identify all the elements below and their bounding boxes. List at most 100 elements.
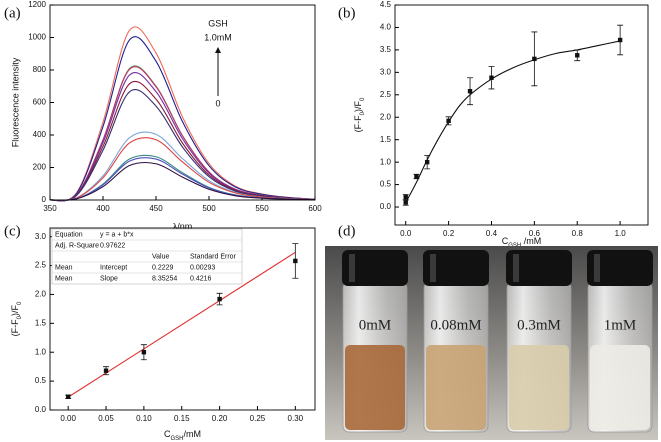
table-cell: Value — [152, 253, 169, 260]
x-tick-label: 0.25 — [250, 414, 266, 423]
table-cell: Mean — [55, 264, 73, 271]
y-tick-label: 800 — [33, 65, 47, 74]
y-tick-label: 2.5 — [380, 90, 392, 99]
y-axis-label: (F-F0)/F0 — [10, 301, 22, 336]
vial-cap — [506, 250, 572, 286]
y-axis-label-part: 0 — [17, 315, 23, 319]
vial-cap-highlight — [430, 254, 436, 282]
y-tick-label: 0.5 — [380, 180, 392, 189]
data-point — [141, 350, 147, 355]
y-tick-label: 0.5 — [35, 376, 47, 385]
y-tick-label: 0.0 — [380, 202, 392, 211]
data-point — [293, 258, 298, 264]
vial-cap — [342, 250, 408, 286]
vial-label: 0mM — [359, 317, 392, 333]
data-line — [49, 89, 316, 202]
data-point — [217, 296, 222, 302]
y-tick-label: 1.5 — [380, 135, 392, 144]
x-tick-label: 550 — [255, 204, 269, 213]
table-cell: Intercept — [100, 264, 127, 271]
panel-label: (a) — [4, 5, 21, 21]
y-tick-label: 3.5 — [380, 45, 392, 54]
table-cell: 0.97622 — [100, 242, 125, 249]
panel-label: (b) — [338, 5, 356, 21]
y-tick-label: 1000 — [28, 33, 46, 42]
x-tick-label: 0.00 — [60, 414, 76, 423]
panel-label: (c) — [4, 223, 21, 239]
vial-cap — [423, 250, 489, 286]
y-tick-label: 4.5 — [380, 0, 392, 9]
x-axis-label: CGSH/mM — [164, 429, 201, 441]
x-tick-label: 400 — [96, 204, 110, 213]
data-line — [49, 137, 316, 201]
vial-cap-highlight — [594, 254, 600, 282]
table-cell: Slope — [100, 275, 118, 282]
data-line — [49, 66, 316, 202]
vial-label: 1mM — [604, 317, 637, 333]
x-tick-label: 0.30 — [288, 414, 304, 423]
fit-table — [51, 228, 243, 285]
y-tick-label: 0 — [42, 195, 47, 204]
vial-cap-highlight — [513, 254, 519, 282]
data-line — [49, 80, 316, 202]
y-tick-label: 2.5 — [35, 261, 47, 270]
table-cell: Equation — [55, 231, 83, 238]
x-axis-label-part: C — [164, 429, 171, 439]
vial-liquid — [509, 345, 569, 430]
x-tick-label: 350 — [43, 204, 57, 213]
plot-frame — [49, 4, 316, 201]
x-tick-label: 450 — [149, 204, 163, 213]
y-axis-label-part: 0 — [360, 97, 366, 101]
x-tick-label: 1.0 — [615, 229, 627, 238]
y-tick-label: 400 — [33, 130, 47, 139]
y-tick-label: 0.0 — [35, 405, 47, 414]
vial-liquid — [426, 345, 486, 430]
y-axis-label-part: 0 — [17, 301, 23, 305]
vial-cap-highlight — [349, 254, 355, 282]
data-point — [532, 56, 537, 62]
data-line — [49, 36, 316, 202]
y-axis-label: (F-F0)/F0 — [353, 97, 365, 132]
x-tick-label: 0.15 — [174, 414, 190, 423]
table-cell: y = a + b*x — [100, 231, 134, 238]
y-axis-label-part: 0 — [360, 111, 366, 115]
table-cell: 8.35254 — [152, 275, 177, 282]
x-tick-label: 0.4 — [486, 229, 498, 238]
x-tick-label: 0.0 — [400, 229, 412, 238]
table-cell: Adj. R-Square — [55, 242, 99, 249]
x-tick-label: 0.10 — [136, 414, 152, 423]
y-axis-label-part: )/F — [10, 305, 20, 316]
annotation: GSH — [208, 18, 228, 28]
table-cell: 0.2229 — [152, 264, 174, 271]
vial-label: 0.08mM — [430, 317, 481, 333]
x-axis-label-part: C — [502, 236, 509, 246]
data-line — [405, 40, 621, 203]
table-cell: 0.4216 — [190, 275, 212, 282]
table-cell: Standard Error — [190, 253, 237, 260]
vial-label: 0.3mM — [517, 317, 561, 333]
y-tick-label: 4.0 — [380, 23, 392, 32]
plot-frame — [49, 227, 316, 411]
data-point — [414, 174, 419, 179]
x-axis-label: λ/nm — [173, 221, 193, 231]
y-tick-label: 3.0 — [380, 67, 392, 76]
y-axis-label-part: )/F — [353, 101, 363, 112]
x-tick-label: 0.8 — [572, 229, 584, 238]
y-tick-label: 2.0 — [380, 112, 392, 121]
y-axis-label-part: (F-F — [10, 319, 20, 336]
data-line — [49, 65, 316, 202]
x-tick-label: 0.6 — [529, 229, 541, 238]
y-axis-label: Fluorescence intensity — [10, 57, 20, 147]
x-tick-label: 0.2 — [443, 229, 455, 238]
plot-frame — [394, 4, 649, 226]
data-line — [49, 161, 316, 201]
annotation: 0 — [215, 98, 220, 108]
x-tick-label: 500 — [202, 204, 216, 213]
y-tick-label: 600 — [33, 98, 47, 107]
y-tick-label: 1.0 — [35, 347, 47, 356]
y-tick-label: 1.5 — [35, 318, 47, 327]
table-cell: 0.00293 — [190, 264, 215, 271]
panel-label: (d) — [338, 223, 356, 239]
y-axis-label-part: (F-F — [353, 115, 363, 132]
